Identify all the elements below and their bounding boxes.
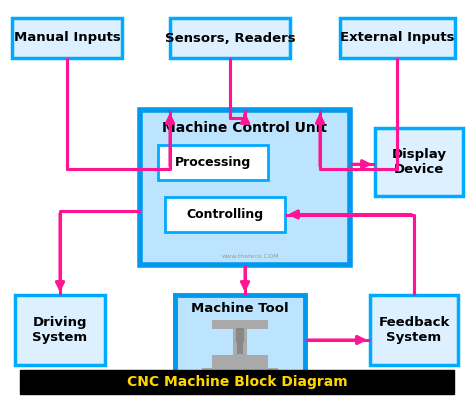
Bar bbox=[140, 110, 350, 265]
Bar bbox=[375, 128, 463, 196]
Bar bbox=[158, 145, 268, 180]
Bar bbox=[236, 328, 244, 342]
Bar bbox=[12, 18, 122, 58]
Text: CNC Machine Block Diagram: CNC Machine Block Diagram bbox=[127, 375, 347, 389]
Bar bbox=[370, 295, 458, 365]
Text: Machine Control Unit: Machine Control Unit bbox=[163, 121, 328, 135]
Bar bbox=[170, 18, 290, 58]
Text: Display
Device: Display Device bbox=[392, 148, 447, 176]
Bar bbox=[175, 295, 305, 385]
Bar bbox=[233, 328, 247, 356]
Bar bbox=[202, 368, 278, 382]
Text: Processing: Processing bbox=[175, 156, 251, 169]
Bar bbox=[237, 342, 243, 354]
Bar bbox=[212, 355, 268, 368]
Bar bbox=[340, 18, 455, 58]
Bar bbox=[20, 370, 454, 394]
Text: www.theteck.COM: www.theteck.COM bbox=[221, 255, 279, 259]
Bar bbox=[15, 295, 105, 365]
Text: Feedback
System: Feedback System bbox=[378, 316, 450, 344]
Text: Sensors, Readers: Sensors, Readers bbox=[164, 32, 295, 45]
Text: Controlling: Controlling bbox=[186, 208, 264, 221]
Bar bbox=[165, 197, 285, 232]
Text: Manual Inputs: Manual Inputs bbox=[14, 32, 120, 45]
Text: External Inputs: External Inputs bbox=[340, 32, 455, 45]
Text: Driving
System: Driving System bbox=[32, 316, 88, 344]
Bar bbox=[212, 320, 268, 329]
Text: Machine Tool: Machine Tool bbox=[191, 302, 289, 316]
